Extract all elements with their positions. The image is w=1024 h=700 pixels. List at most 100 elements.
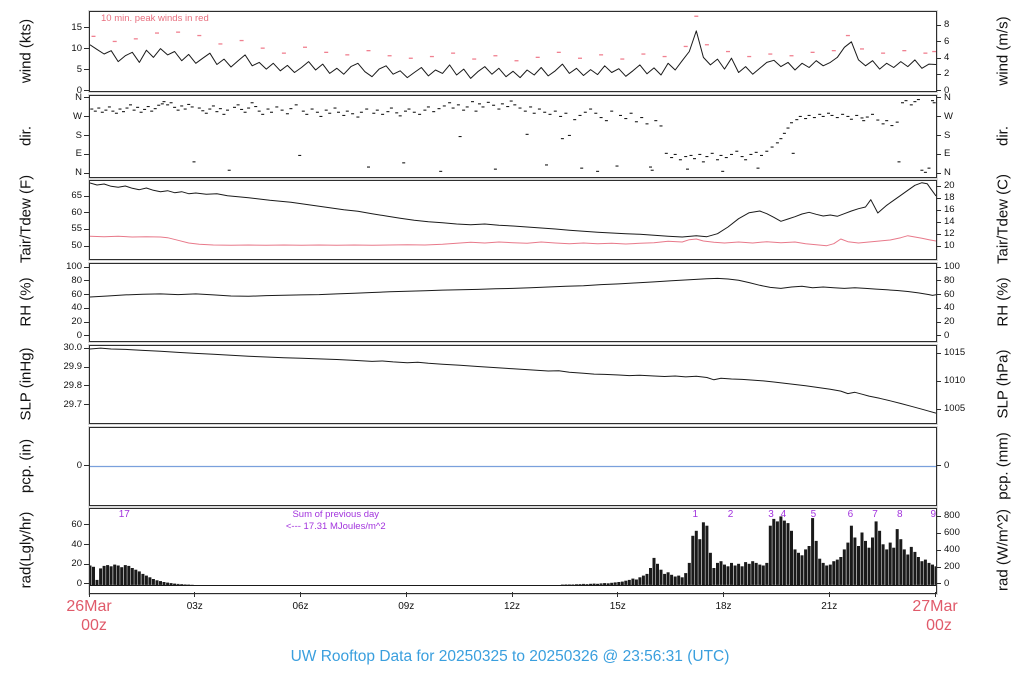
x-axis-tick [194,592,196,597]
dir-tick-right [936,172,941,174]
rad-ticklabel-left: 60 [71,518,82,530]
rad-ylabel-right: rad (W/m^2) [994,508,1012,592]
rh-ticklabel-left: 60 [71,288,82,300]
temp-ticklabel-right: 10 [944,240,955,251]
rad-ticklabel-right: 800 [944,510,960,522]
rh-tick-right [936,335,941,337]
temp-tick-left [84,212,89,214]
rad-tick-left [84,524,89,526]
wind-ticklabel-right: 2 [944,68,950,80]
wind-tick-right [936,41,941,43]
slp-ticklabel-left: 29.9 [63,361,83,372]
rh-tick-left [84,266,89,268]
wind-tick-left [84,27,89,29]
rh-tick-left [84,335,89,337]
rad-tick-left [84,583,89,585]
temp-ticklabel-right: 14 [944,216,955,227]
x-axis-tick [723,592,724,597]
rh-ylabel-left: RH (%) [17,276,35,327]
pcp-tick-left [84,465,89,466]
dir-ylabel-left: dir. [17,125,35,146]
rad-ticklabel-right: 400 [944,544,960,556]
x-axis-tick [405,592,407,597]
rh-tick-right [936,307,941,309]
wind-tick-right [936,90,941,92]
rh-ticklabel-right: 0 [944,329,950,341]
slp-tick-left [84,366,89,368]
rad-interval-marker: 9 [930,509,937,520]
slp-tick-right [936,352,941,354]
x-axis-tick [828,592,830,597]
dir-ticklabel-left: N [75,91,82,103]
x-axis-tick [300,592,301,597]
rad-ticklabel-right: 600 [944,527,960,539]
slp-ticklabel-left: 29.8 [63,379,83,391]
slp-ylabel-right: SLP (hPa) [994,349,1012,418]
dir-tick-left [84,97,89,99]
pcp-panel [89,427,937,506]
temp-ticklabel-right: 16 [944,204,955,215]
dir-tick-left [84,172,89,174]
wind-canvas [90,15,936,79]
dir-ticklabel-right: E [944,148,951,160]
rad-canvas [90,516,936,586]
temp-ticklabel-left: 50 [71,240,82,251]
rh-ticklabel-left: 40 [71,302,82,314]
rh-tick-left [84,280,89,282]
wind-ylabel-left: wind (kts) [17,18,35,83]
rad-interval-marker: 8 [896,509,903,520]
x-axis-tick [934,592,936,597]
dir-canvas [90,99,936,173]
temp-tick-right [936,221,941,223]
x-start-date-label: 26Mar [66,598,112,615]
rad-ticklabel-right: 0 [944,577,950,589]
slp-tick-right [936,408,941,410]
x-axis-label: 06z [292,601,309,612]
rad-tick-left [84,563,89,565]
dir-tick-right [936,153,941,155]
slp-panel [89,345,937,424]
rh-tick-right [936,266,941,268]
slp-ticklabel-left: 30.0 [63,342,83,354]
rad-ticklabel-left: 20 [71,558,82,570]
temp-ticklabel-left: 55 [71,223,82,235]
temp-tick-left [84,245,89,247]
rad-tick-right [936,532,941,534]
sea-level-pressure-line [90,347,936,414]
rh-canvas [90,277,936,298]
rh-ticklabel-right: 40 [944,302,955,314]
dir-ticklabel-right: S [944,129,951,141]
wind-ticklabel-left: 0 [76,84,82,96]
rh-tick-right [936,280,941,282]
x-axis-tick [511,592,513,597]
temp-canvas [90,182,936,247]
rad-interval-marker: 3 [768,509,774,520]
slp-tick-left [84,385,89,387]
rad-ticklabel-right: 200 [944,561,960,573]
wind-direction-points [90,99,936,173]
rad-tick-left [84,544,89,546]
slp-ticklabel-right: 1010 [944,375,966,387]
rad-tick-right [936,583,941,585]
rad-interval-marker: 5 [810,509,817,520]
wind-ticklabel-right: 6 [944,35,950,47]
rad-tick-right [936,549,941,551]
dir-tick-left [84,153,89,155]
air-temperature-line [90,182,936,238]
temp-tick-left [84,195,89,197]
dir-ylabel-right: dir. [994,125,1012,146]
temp-ticklabel-left: 60 [71,206,82,218]
rad-interval-marker: 7 [872,509,878,520]
slp-tick-right [936,380,941,382]
rad-tick-right [936,566,941,568]
slp-ticklabel-right: 1005 [944,403,966,415]
dir-ticklabel-right: N [944,167,951,179]
x-end-date-label: 27Mar [912,598,958,615]
wind-ticklabel-left: 5 [76,63,82,75]
x-end-hour-label: 00z [926,617,952,634]
temp-ylabel-left: Tair/Tdew (F) [17,174,35,264]
dir-ticklabel-left: S [75,129,82,141]
pcp-ticklabel-left: 0 [76,459,82,471]
rh-ticklabel-left: 0 [76,329,82,341]
slp-tick-left [84,347,89,349]
